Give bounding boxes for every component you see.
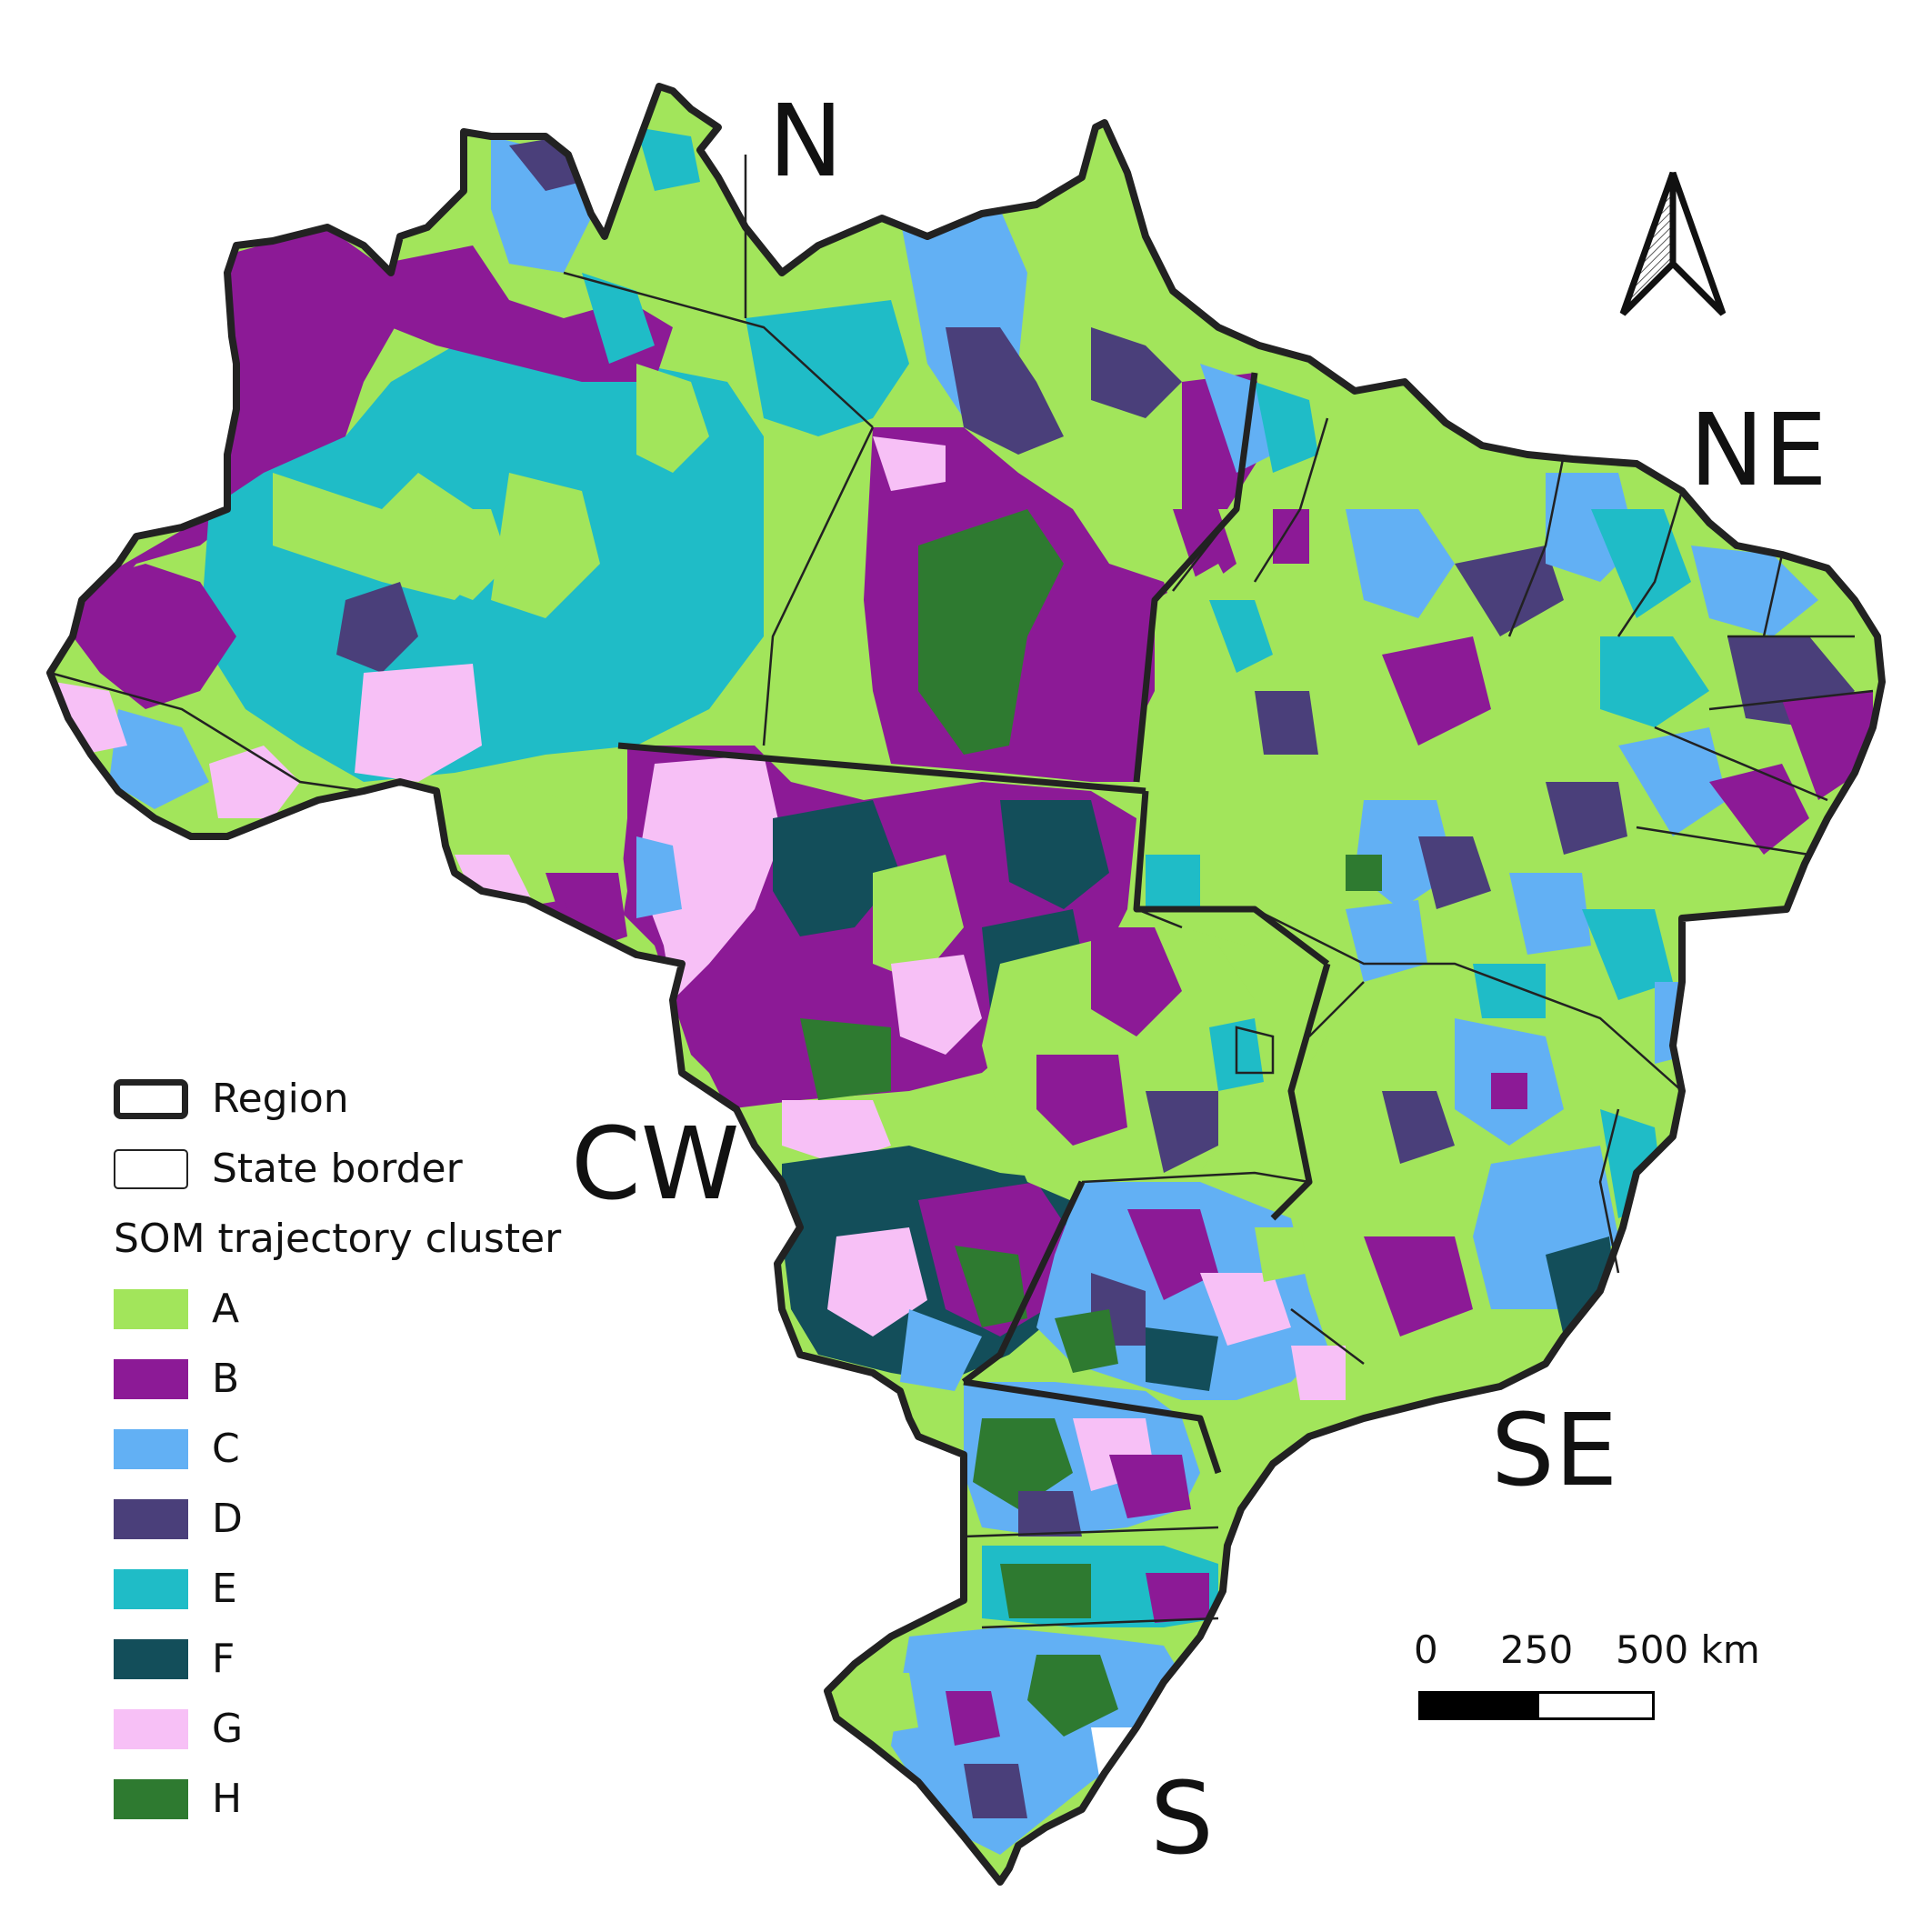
legend-row-cluster: E (114, 1554, 623, 1624)
legend-row-region: Region (114, 1064, 623, 1134)
legend-swatch-cluster (114, 1638, 188, 1679)
legend-title: SOM trajectory cluster (114, 1216, 562, 1262)
legend-label-cluster: A (212, 1286, 240, 1332)
legend-row-state: State border (114, 1134, 623, 1204)
legend-swatch-cluster (114, 1498, 188, 1539)
legend-row-cluster: G (114, 1694, 623, 1764)
north-arrow-icon (1619, 171, 1727, 316)
legend-row-cluster: H (114, 1764, 623, 1834)
legend-label-cluster: B (212, 1356, 240, 1402)
region-label-se: SE (1491, 1392, 1618, 1508)
legend-swatch-state (114, 1148, 188, 1189)
legend-swatch-cluster (114, 1568, 188, 1609)
scale-bar: 0 250 500 km (1414, 1627, 1760, 1727)
region-borders (617, 372, 1331, 1475)
legend-label-cluster: H (212, 1776, 243, 1822)
country-outline (46, 83, 1886, 1886)
legend-swatch-cluster (114, 1778, 188, 1819)
scale-label-500: 500 km (1616, 1627, 1760, 1672)
legend-label-cluster: G (212, 1706, 244, 1752)
region-label-ne: NE (1689, 392, 1827, 508)
legend-label-region: Region (212, 1076, 349, 1122)
region-label-s: S (1150, 1760, 1214, 1877)
region-label-n: N (768, 83, 844, 199)
legend-label-cluster: F (212, 1636, 235, 1682)
scale-bar-black-segment (1418, 1691, 1537, 1720)
scale-label-0: 0 (1414, 1627, 1438, 1672)
legend: Region State border SOM trajectory clust… (114, 1064, 623, 1834)
legend-swatch-cluster (114, 1288, 188, 1329)
legend-swatch-cluster (114, 1428, 188, 1469)
legend-label-cluster: E (212, 1566, 237, 1612)
legend-row-cluster: D (114, 1484, 623, 1554)
legend-swatch-cluster (114, 1708, 188, 1749)
legend-label-cluster: C (212, 1426, 240, 1472)
legend-row-cluster: C (114, 1414, 623, 1484)
region-label-cw: CW (571, 1106, 740, 1222)
legend-swatch-region (114, 1078, 188, 1119)
legend-row-cluster: B (114, 1344, 623, 1414)
legend-row-cluster: A (114, 1274, 623, 1344)
scale-label-250: 250 (1500, 1627, 1574, 1672)
legend-row-cluster: F (114, 1624, 623, 1694)
legend-label-cluster: D (212, 1496, 243, 1542)
legend-swatch-cluster (114, 1358, 188, 1399)
legend-label-state: State border (212, 1146, 463, 1192)
scale-bar-white-segment (1537, 1691, 1655, 1720)
